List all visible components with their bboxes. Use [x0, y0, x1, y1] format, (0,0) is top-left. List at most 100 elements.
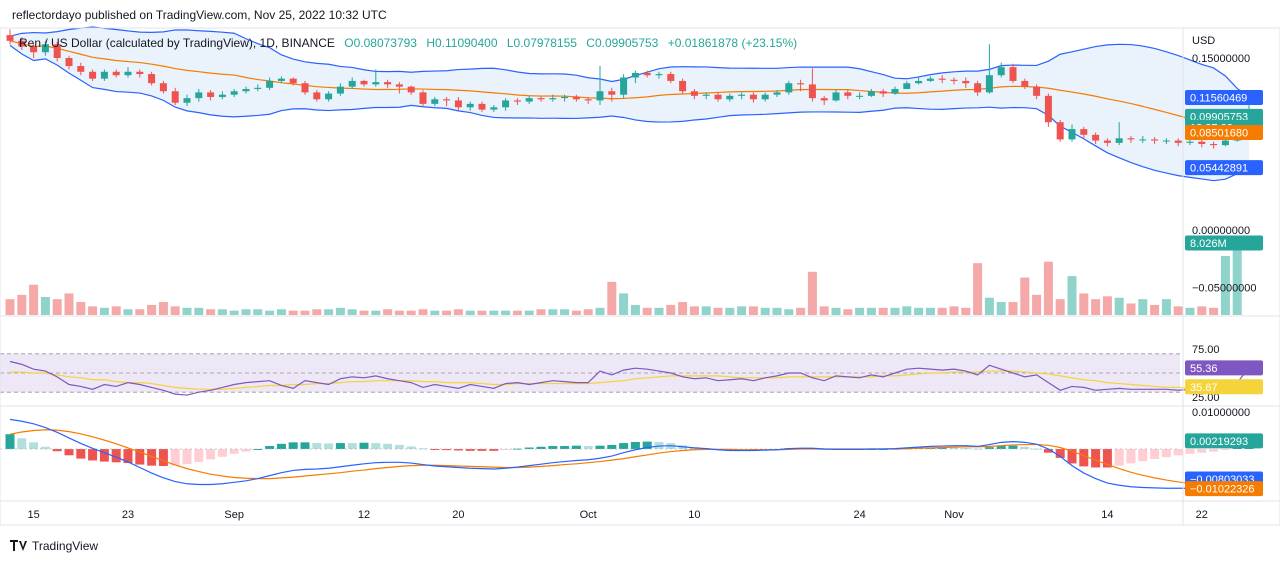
macd-histogram-bar [1067, 449, 1077, 464]
macd-histogram-bar [241, 449, 251, 452]
price-badge [1185, 235, 1263, 251]
macd-histogram-bar [253, 449, 263, 450]
volume-bar [1067, 276, 1077, 315]
macd-histogram-bar [536, 446, 546, 449]
macd-histogram-bar [158, 449, 168, 467]
time-axis[interactable]: 1523Sep1220Oct1024Nov1422Dec [27, 509, 1280, 521]
volume-bar [902, 306, 912, 315]
volume-bar [1043, 261, 1053, 315]
candle [360, 80, 368, 85]
candle [395, 84, 403, 87]
candle [572, 96, 580, 100]
rsi-pane[interactable] [0, 353, 1250, 396]
candle [1044, 95, 1052, 123]
time-tick-label: Oct [580, 509, 597, 521]
macd-histogram-bar [88, 449, 98, 461]
volume-bar [571, 310, 581, 315]
macd-histogram-bar [442, 449, 452, 451]
macd-histogram-bar [406, 446, 416, 449]
price-badge-text: 8.026M [1190, 238, 1227, 250]
macd-histogram-bar [1220, 449, 1230, 450]
macd-histogram-bar [571, 445, 581, 449]
macd-histogram-bar [973, 448, 983, 450]
rsi-badge [1185, 360, 1263, 376]
macd-histogram-bar [418, 448, 428, 450]
bollinger-band-fill [10, 26, 1249, 181]
macd-histogram-bar [217, 449, 227, 457]
volume-bar [182, 307, 192, 315]
volume-bar [1126, 303, 1136, 315]
macd-histogram-bar [383, 443, 393, 449]
candle [348, 80, 356, 87]
candle [1009, 67, 1017, 81]
tradingview-logo[interactable]: TradingView [10, 539, 98, 553]
bollinger-lower-line [9, 44, 1250, 182]
macd-histogram-bar [1150, 449, 1160, 459]
candle [1103, 140, 1111, 143]
macd-histogram-bar [1138, 449, 1148, 462]
volume-bar [878, 307, 888, 315]
time-tick-label: 22 [1196, 509, 1208, 521]
legend-high: H0.11090400 [426, 36, 498, 50]
macd-histogram-bar [288, 442, 298, 449]
candle [950, 79, 958, 81]
macd-histogram-bar [607, 444, 617, 449]
volume-bar [383, 309, 393, 315]
volume-bar [335, 307, 345, 315]
volume-bar [737, 306, 747, 315]
macd-histogram-bar [1008, 445, 1018, 449]
time-tick-label: Sep [224, 509, 244, 521]
macd-histogram-bar [512, 448, 522, 450]
volume-bar [217, 309, 227, 315]
candle [1162, 140, 1170, 142]
candle [926, 78, 934, 81]
candle [974, 83, 982, 93]
candle [608, 91, 616, 95]
rsi-badge-text: 35.67 [1190, 382, 1218, 394]
macd-histogram-bar [548, 446, 558, 449]
macd-histogram-bar [123, 449, 133, 464]
rsi-tick-label: 75.00 [1192, 344, 1220, 356]
volume-bar [501, 310, 511, 315]
candle [112, 71, 120, 76]
macd-histogram-bar [17, 438, 27, 449]
volume-bar [453, 309, 463, 315]
volume-bar [135, 309, 145, 315]
price-axis[interactable]: 0.15000000 0.00000000 −0.05000000 75.00 25.0… [0, 27, 1280, 526]
macd-histogram-bar [182, 449, 192, 465]
volume-bar [855, 307, 865, 315]
macd-histogram-bar [937, 447, 947, 449]
published-text: reflectordayo published on TradingView.c… [12, 8, 387, 22]
volume-bar [253, 309, 263, 315]
volume-bar [324, 309, 334, 315]
volume-bar [194, 307, 204, 315]
macd-histogram-bar [135, 449, 145, 465]
rsi-line [9, 360, 1250, 396]
volume-bar [312, 309, 322, 315]
candle [1174, 140, 1182, 143]
volume-bar [772, 307, 782, 315]
candle [89, 71, 97, 79]
volume-bar [1138, 299, 1148, 315]
candle [537, 98, 545, 100]
candle [254, 87, 262, 89]
volume-bar [1185, 307, 1195, 315]
price-pane[interactable] [6, 26, 1253, 182]
volume-bar [170, 306, 180, 315]
rsi-badge [1185, 379, 1263, 395]
candle [679, 80, 687, 92]
volume-bar [1232, 243, 1242, 315]
macd-tick-label: 0.01000000 [1192, 407, 1250, 419]
volume-bar [607, 281, 617, 315]
volume-bar [394, 310, 404, 315]
macd-histogram-bar [583, 446, 593, 449]
volume-bar [937, 307, 947, 315]
candle [372, 82, 380, 85]
candle [997, 67, 1005, 76]
candle [301, 83, 309, 93]
candle [667, 74, 675, 81]
macd-pane[interactable] [0, 418, 1254, 489]
candle [1221, 140, 1229, 146]
candle [407, 86, 415, 93]
volume-bar [418, 309, 428, 315]
